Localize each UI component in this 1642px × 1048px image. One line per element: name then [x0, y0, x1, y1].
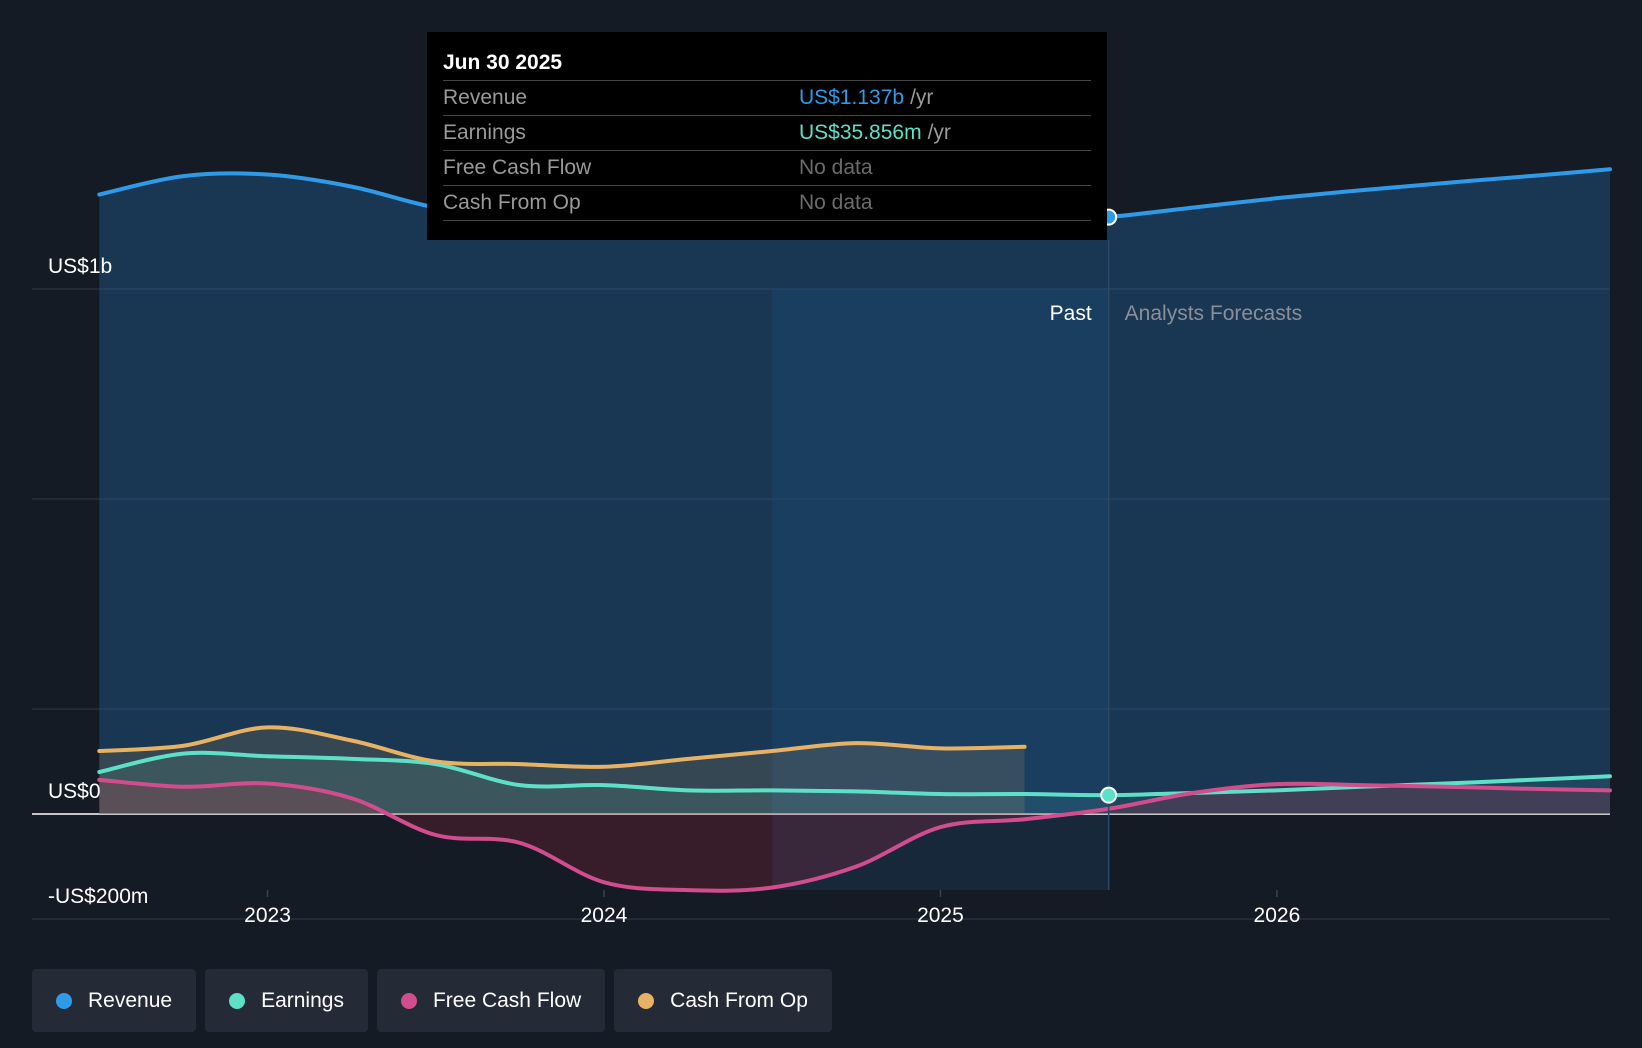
legend-dot-icon	[400, 992, 417, 1009]
tooltip-date: Jun 30 2025	[443, 46, 1091, 81]
legend-label: Earnings	[261, 988, 344, 1012]
y-tick-label: -US$200m	[48, 885, 148, 908]
earnings-area	[99, 752, 1610, 814]
tooltip-label: Earnings	[443, 121, 526, 144]
forecast-label: Analysts Forecasts	[1125, 302, 1302, 325]
tooltip-value: US$1.137b	[799, 86, 905, 109]
legend-label: Free Cash Flow	[432, 988, 582, 1012]
x-tick-label: 2023	[244, 904, 291, 927]
free-cash-flow-line	[97, 777, 1612, 893]
legend: Revenue Earnings Free Cash Flow Cash Fro…	[32, 969, 832, 1032]
x-tick-label: 2026	[1254, 904, 1301, 927]
cash-from-op-line	[97, 725, 1027, 769]
legend-item-earnings[interactable]: Earnings	[205, 969, 368, 1032]
tooltip-row-earnings: Earnings US$35.856m /yr	[443, 116, 1091, 151]
earnings-marker	[1100, 786, 1118, 804]
y-tick-label: US$1b	[48, 255, 112, 278]
legend-dot-icon	[638, 992, 655, 1009]
tooltip-value: US$35.856m	[799, 121, 922, 144]
legend-label: Cash From Op	[670, 988, 808, 1012]
revenue-area	[99, 169, 1610, 815]
x-tick-label: 2024	[581, 904, 628, 927]
tooltip-value: No data	[799, 156, 873, 179]
legend-item-cash-from-op[interactable]: Cash From Op	[614, 969, 832, 1032]
tooltip-label: Free Cash Flow	[443, 156, 592, 179]
tooltip-unit: /yr	[927, 121, 951, 144]
tooltip-row-free-cash-flow: Free Cash Flow No data	[443, 151, 1091, 186]
free-cash-flow-area	[99, 779, 1610, 891]
legend-item-revenue[interactable]: Revenue	[32, 969, 197, 1032]
past-label: Past	[1050, 302, 1092, 325]
tooltip: Jun 30 2025 Revenue US$1.137b /yr Earnin…	[427, 32, 1107, 240]
legend-label: Revenue	[88, 988, 173, 1012]
y-tick-label: US$0	[48, 780, 101, 803]
legend-item-free-cash-flow[interactable]: Free Cash Flow	[376, 969, 606, 1032]
legend-dot-icon	[56, 992, 72, 1009]
x-tick-label: 2025	[917, 904, 964, 927]
tooltip-row-cash-from-op: Cash From Op No data	[443, 186, 1091, 221]
legend-dot-icon	[229, 992, 246, 1009]
tooltip-label: Cash From Op	[443, 191, 581, 214]
tooltip-value: No data	[799, 191, 873, 214]
tooltip-row-revenue: Revenue US$1.137b /yr	[443, 81, 1091, 116]
tooltip-unit: /yr	[910, 86, 934, 109]
tooltip-label: Revenue	[443, 86, 528, 109]
